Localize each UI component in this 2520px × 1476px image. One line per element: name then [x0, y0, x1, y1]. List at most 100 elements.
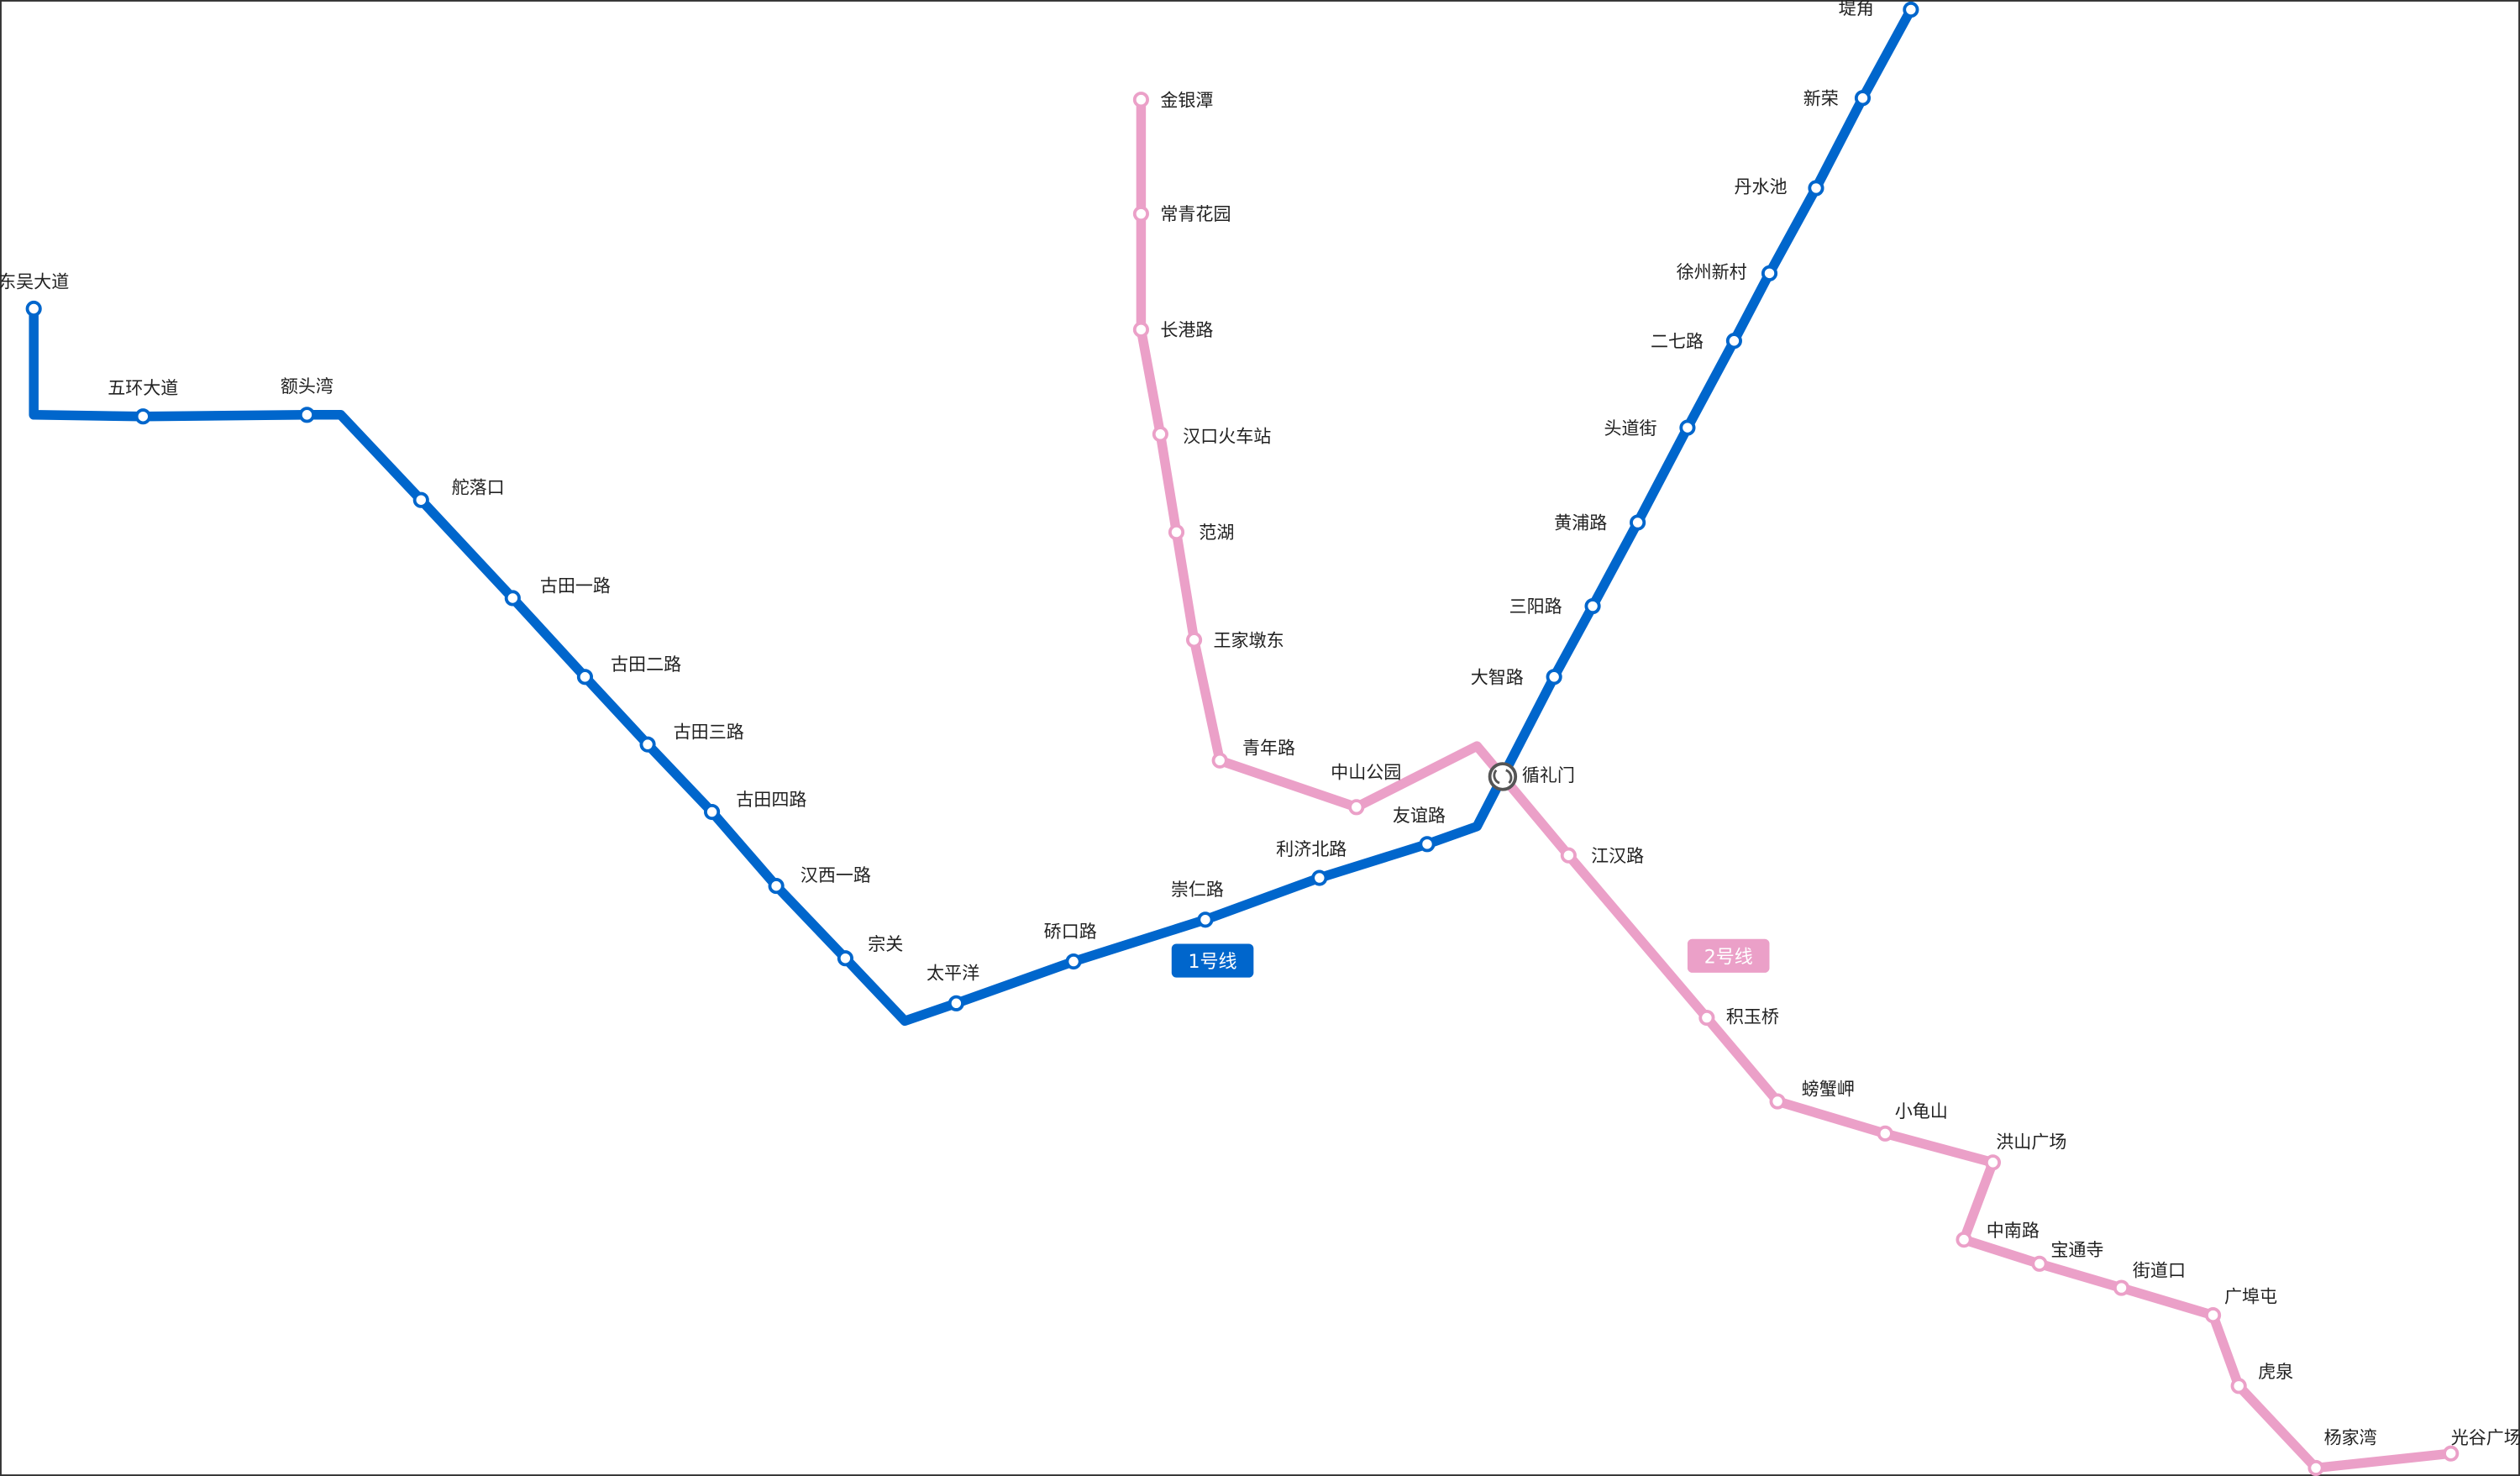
station-label[interactable]: 利济北路	[1276, 838, 1347, 859]
station-label[interactable]: 青年路	[1242, 738, 1295, 759]
station-marker[interactable]	[1956, 1232, 1972, 1248]
line-1-badge-bg	[1171, 943, 1254, 978]
station-label[interactable]: 徐州新村	[1677, 261, 1747, 282]
station-label[interactable]: 宝通寺	[2050, 1239, 2103, 1260]
station-marker[interactable]	[1725, 333, 1742, 349]
station-label[interactable]: 金银潭	[1160, 89, 1213, 110]
station-label[interactable]: 古田一路	[540, 575, 611, 596]
station-label[interactable]: 洪山广场	[1996, 1132, 2066, 1153]
station-marker[interactable]	[704, 803, 721, 821]
station-marker[interactable]	[1903, 1, 1919, 18]
station-label[interactable]: 光谷广场	[2451, 1427, 2520, 1448]
station-label[interactable]: 小龟山	[1895, 1100, 1948, 1121]
transfer-station[interactable]: 循礼门	[1488, 762, 1575, 791]
station-label[interactable]: 循礼门	[1522, 764, 1575, 785]
station-marker[interactable]	[1197, 911, 1214, 928]
station-marker[interactable]	[2443, 1445, 2460, 1462]
station-label[interactable]: 螃蟹岬	[1802, 1078, 1855, 1099]
station-label[interactable]: 头道街	[1604, 418, 1656, 439]
station-marker[interactable]	[2113, 1279, 2130, 1296]
station-label[interactable]: 硚口路	[1044, 921, 1097, 942]
station-label[interactable]: 新荣	[1803, 87, 1839, 108]
station-marker[interactable]	[1808, 180, 1824, 197]
station-label[interactable]: 中山公园	[1331, 761, 1401, 782]
station-label[interactable]: 中南路	[1987, 1220, 2040, 1241]
station-marker[interactable]	[2230, 1378, 2247, 1395]
station-marker[interactable]	[1132, 205, 1149, 223]
station-marker[interactable]	[1630, 514, 1646, 531]
station-label[interactable]: 东吴大道	[0, 271, 69, 292]
station-marker[interactable]	[1769, 1093, 1786, 1110]
station-marker[interactable]	[1761, 265, 1778, 281]
station-label[interactable]: 五环大道	[108, 377, 178, 398]
line-2-badge[interactable]: 2号线	[1687, 938, 1770, 973]
station-marker[interactable]	[639, 736, 656, 753]
station-label[interactable]: 二七路	[1651, 330, 1704, 351]
station-label[interactable]: 三阳路	[1509, 596, 1562, 617]
station-label[interactable]: 常青花园	[1160, 203, 1231, 224]
line-2-badge-label: 2号线	[1704, 947, 1753, 968]
station-marker[interactable]	[1679, 419, 1696, 436]
station-label[interactable]: 宗关	[868, 933, 903, 954]
station-label[interactable]: 舵落口	[452, 477, 505, 498]
station-label[interactable]: 街道口	[2133, 1260, 2186, 1281]
station-marker[interactable]	[134, 408, 151, 425]
station-marker[interactable]	[1211, 752, 1228, 769]
station-label[interactable]: 黄浦路	[1554, 512, 1607, 533]
station-marker[interactable]	[1132, 321, 1149, 338]
station-marker[interactable]	[1168, 523, 1185, 541]
station-marker[interactable]	[576, 669, 593, 685]
station-label[interactable]: 大智路	[1471, 666, 1524, 687]
station-label[interactable]: 汉西一路	[801, 864, 871, 885]
station-marker[interactable]	[1984, 1154, 2002, 1171]
station-marker[interactable]	[1877, 1125, 1893, 1142]
station-marker[interactable]	[837, 950, 853, 967]
station-marker[interactable]	[2031, 1255, 2048, 1272]
station-marker[interactable]	[1698, 1009, 1715, 1027]
station-label[interactable]: 友谊路	[1393, 805, 1446, 826]
station-marker[interactable]	[1546, 669, 1562, 685]
station-marker[interactable]	[2205, 1307, 2222, 1324]
line-1-badge[interactable]: 1号线	[1171, 943, 1254, 978]
station-label[interactable]: 王家墩东	[1214, 629, 1284, 650]
station-label[interactable]: 杨家湾	[2324, 1427, 2377, 1448]
station-marker[interactable]	[1560, 847, 1577, 864]
station-label[interactable]: 江汉路	[1591, 845, 1644, 866]
station-label[interactable]: 范湖	[1199, 522, 1234, 543]
station-label[interactable]: 丹水池	[1734, 176, 1787, 197]
transfer-arrows-icon	[1493, 769, 1513, 785]
station-marker[interactable]	[1152, 426, 1168, 443]
station-marker[interactable]	[412, 491, 429, 508]
station-label[interactable]: 古田四路	[736, 789, 806, 810]
stations-layer: 循礼门	[25, 1, 2460, 1476]
station-label[interactable]: 崇仁路	[1171, 879, 1224, 900]
station-label[interactable]: 太平洋	[927, 963, 979, 984]
station-marker[interactable]	[948, 995, 964, 1011]
station-marker[interactable]	[2307, 1459, 2324, 1476]
station-marker[interactable]	[1132, 92, 1149, 108]
station-marker[interactable]	[1419, 836, 1436, 853]
station-marker[interactable]	[504, 590, 521, 607]
station-marker[interactable]	[1185, 632, 1203, 649]
station-marker[interactable]	[1311, 869, 1328, 886]
station-label[interactable]: 额头湾	[281, 376, 333, 397]
station-label[interactable]: 积玉桥	[1726, 1006, 1779, 1027]
station-label[interactable]: 虎泉	[2258, 1361, 2293, 1382]
station-label[interactable]: 汉口火车站	[1183, 425, 1271, 446]
station-label[interactable]: 长港路	[1160, 319, 1213, 340]
station-marker[interactable]	[1065, 953, 1082, 970]
station-label[interactable]: 堤角	[1839, 0, 1874, 18]
station-label[interactable]: 广埠屯	[2224, 1285, 2277, 1306]
station-marker[interactable]	[25, 300, 42, 318]
station-marker[interactable]	[768, 878, 785, 895]
station-marker[interactable]	[1854, 90, 1872, 107]
station-marker[interactable]	[1348, 799, 1365, 816]
station-label[interactable]: 古田三路	[674, 721, 744, 742]
station-marker[interactable]	[1584, 597, 1601, 615]
station-marker[interactable]	[298, 407, 315, 423]
station-label[interactable]: 古田二路	[611, 654, 681, 675]
line-2-track	[1136, 94, 2456, 1473]
